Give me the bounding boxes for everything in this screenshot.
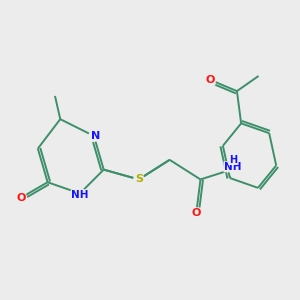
Text: S: S — [135, 174, 143, 184]
Text: N: N — [91, 131, 100, 141]
Text: O: O — [206, 75, 215, 85]
Text: NH: NH — [71, 190, 88, 200]
Text: NH: NH — [224, 162, 242, 172]
Text: H: H — [229, 154, 237, 164]
Text: O: O — [192, 208, 201, 218]
Text: O: O — [16, 193, 26, 203]
